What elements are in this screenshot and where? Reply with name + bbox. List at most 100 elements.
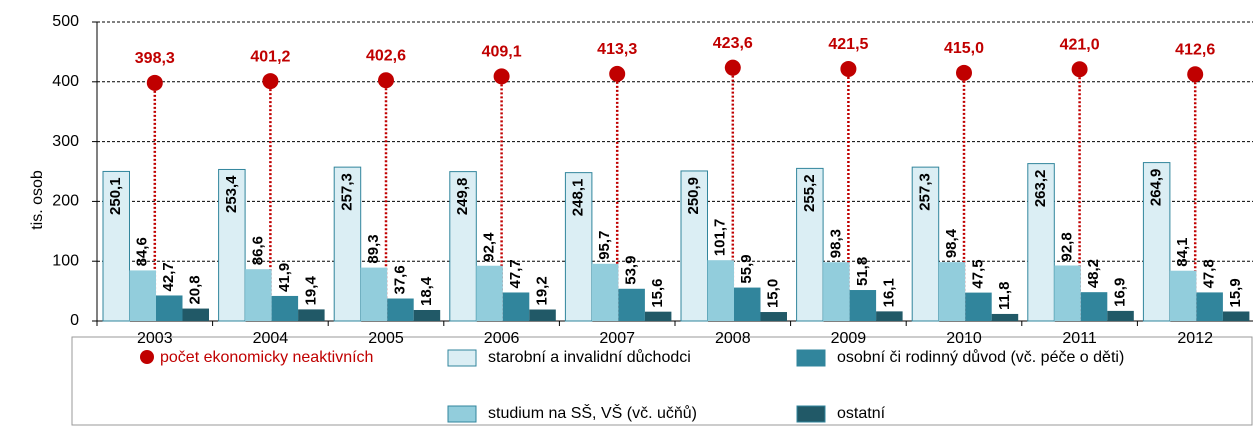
data-label: 37,6	[391, 265, 408, 294]
data-label: 48,2	[1085, 259, 1102, 288]
y-tick-label: 100	[52, 252, 79, 269]
legend-label: počet ekonomicky neaktivních	[160, 349, 373, 366]
data-label: 98,3	[827, 229, 844, 258]
data-label: 84,1	[1174, 238, 1191, 267]
data-label: 19,4	[302, 276, 319, 306]
data-label: 84,6	[134, 237, 151, 266]
data-label: 15,9	[1227, 278, 1244, 307]
data-label: 19,2	[534, 276, 551, 305]
bar	[564, 172, 593, 322]
bar	[911, 166, 940, 322]
x-tick-label: 2005	[368, 330, 404, 347]
bar	[644, 311, 672, 321]
total-dot	[956, 64, 972, 81]
data-label: 249,8	[454, 178, 471, 216]
y-axis-title: tis. osob	[29, 170, 46, 230]
bar	[333, 166, 362, 322]
legend-swatch	[796, 405, 826, 423]
total-label: 409,1	[482, 44, 522, 61]
data-label: 47,5	[969, 259, 986, 288]
total-dot	[262, 73, 279, 90]
bar	[182, 308, 209, 321]
bar	[965, 292, 992, 321]
y-tick-label: 400	[52, 73, 79, 90]
total-dot	[609, 65, 626, 82]
bar	[245, 269, 272, 321]
y-tick-label: 0	[70, 312, 79, 329]
data-label: 257,3	[338, 173, 355, 211]
data-label: 263,2	[1032, 170, 1049, 208]
data-label: 86,6	[249, 236, 266, 265]
x-tick-label: 2006	[484, 330, 520, 347]
data-label: 15,6	[649, 278, 666, 307]
total-label: 402,6	[366, 47, 406, 64]
bar	[707, 260, 734, 321]
data-label: 16,9	[1112, 278, 1129, 307]
total-label: 401,2	[250, 48, 290, 65]
x-tick-label: 2009	[831, 330, 867, 347]
bar	[760, 312, 787, 321]
data-label: 51,8	[854, 257, 871, 286]
data-label: 42,7	[160, 262, 177, 291]
bar	[1222, 311, 1250, 321]
bar	[271, 295, 299, 321]
legend-swatch	[447, 405, 477, 423]
data-label: 55,9	[738, 254, 755, 283]
total-dot	[146, 74, 163, 91]
total-dot	[724, 59, 741, 76]
x-tick-label: 2003	[137, 330, 173, 347]
data-label: 95,7	[596, 231, 613, 260]
legend-swatch	[140, 350, 154, 364]
total-dot	[493, 68, 510, 85]
data-label: 11,8	[996, 282, 1013, 310]
data-label: 41,9	[276, 263, 293, 292]
legend-label: osobní či rodinný důvod (vč. péče o děti…	[837, 348, 1124, 366]
bar	[449, 171, 477, 322]
data-label: 250,1	[107, 177, 124, 215]
total-label: 413,3	[597, 41, 637, 58]
data-label: 92,4	[481, 232, 498, 262]
bar	[218, 168, 246, 322]
bar	[796, 167, 824, 322]
bar	[823, 262, 850, 321]
data-label: 253,4	[223, 175, 240, 213]
bar	[529, 309, 556, 321]
bar	[102, 170, 130, 322]
data-label: 92,8	[1059, 232, 1076, 261]
data-label: 20,8	[187, 275, 204, 304]
bar	[360, 267, 388, 321]
bar	[1142, 162, 1171, 322]
x-tick-label: 2008	[715, 330, 751, 347]
total-label: 415,0	[944, 40, 984, 57]
bar	[298, 309, 325, 321]
data-label: 101,7	[712, 219, 729, 257]
bar	[938, 262, 966, 321]
total-label: 423,6	[713, 35, 753, 52]
data-label: 47,8	[1201, 259, 1218, 288]
legend-label: starobní a invalidní důchodci	[488, 348, 691, 366]
bar	[1169, 270, 1197, 321]
bar	[502, 292, 530, 321]
bar	[1196, 292, 1223, 321]
x-tick-label: 2010	[946, 330, 982, 347]
bar	[1027, 163, 1055, 322]
bar	[1080, 292, 1108, 321]
bar	[991, 313, 1019, 321]
total-dot	[1187, 66, 1204, 83]
y-tick-label: 300	[52, 133, 79, 150]
bar	[876, 311, 903, 321]
bar	[129, 270, 156, 321]
total-label: 421,0	[1060, 36, 1100, 53]
data-label: 16,1	[880, 278, 897, 307]
data-label: 15,0	[765, 279, 782, 308]
legend-swatch	[796, 349, 826, 367]
bar	[1054, 265, 1081, 321]
y-tick-label: 200	[52, 193, 79, 210]
bar	[591, 263, 619, 321]
total-label: 412,6	[1175, 41, 1215, 58]
data-label: 255,2	[801, 174, 818, 212]
bar	[1107, 310, 1134, 321]
data-label: 47,7	[507, 259, 524, 288]
bar	[413, 309, 441, 321]
